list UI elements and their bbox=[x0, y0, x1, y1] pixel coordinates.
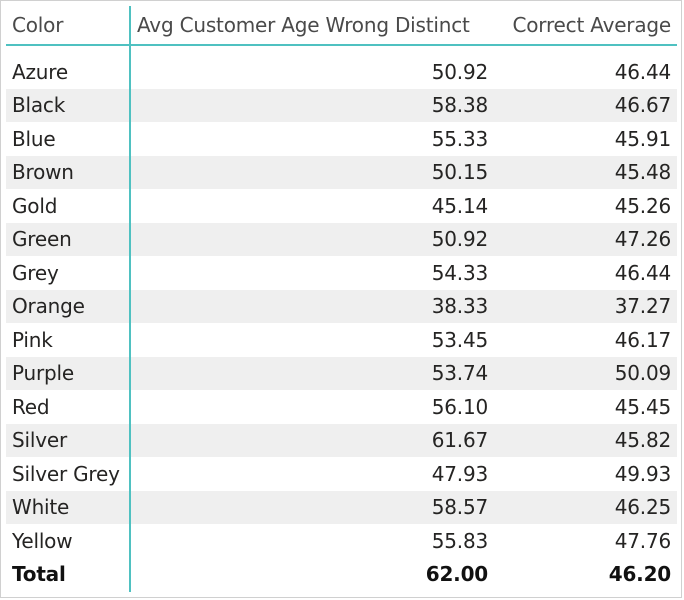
row-correct-value: 46.44 bbox=[614, 59, 671, 84]
row-wrong-value: 58.38 bbox=[431, 93, 488, 118]
row-correct-value: 37.27 bbox=[614, 294, 671, 319]
row-wrong-value: 53.45 bbox=[431, 327, 488, 352]
row-wrong-value: 50.15 bbox=[431, 160, 488, 185]
row-color-label: Black bbox=[12, 93, 66, 118]
table-row: White 58.57 46.25 bbox=[6, 490, 677, 524]
row-correct-value: 45.26 bbox=[614, 193, 671, 218]
row-correct-value: 45.48 bbox=[614, 160, 671, 185]
row-color-label: Orange bbox=[12, 294, 85, 319]
row-color-label: White bbox=[12, 495, 70, 520]
row-correct-value: 46.67 bbox=[614, 93, 671, 118]
matrix-table: Color Avg Customer Age Wrong Distinct Co… bbox=[6, 6, 677, 591]
row-color-label: Pink bbox=[12, 327, 53, 352]
table-row: Silver 61.67 45.82 bbox=[6, 423, 677, 457]
row-correct-value: 46.17 bbox=[614, 327, 671, 352]
row-wrong-value: 45.14 bbox=[431, 193, 488, 218]
row-correct-value: 49.93 bbox=[614, 461, 671, 486]
table-row: Pink 53.45 46.17 bbox=[6, 323, 677, 357]
row-correct-value: 47.26 bbox=[614, 227, 671, 252]
row-correct-value: 45.91 bbox=[614, 126, 671, 151]
total-row: Total 62.00 46.20 bbox=[6, 558, 677, 592]
row-wrong-value: 56.10 bbox=[431, 394, 488, 419]
table-row: Brown 50.15 45.48 bbox=[6, 155, 677, 189]
row-color-label: Gold bbox=[12, 193, 58, 218]
row-wrong-value: 50.92 bbox=[431, 227, 488, 252]
table-row: Grey 54.33 46.44 bbox=[6, 256, 677, 290]
row-wrong-value: 54.33 bbox=[431, 260, 488, 285]
row-color-label: Silver Grey bbox=[12, 461, 120, 486]
row-correct-value: 45.45 bbox=[614, 394, 671, 419]
row-correct-value: 45.82 bbox=[614, 428, 671, 453]
row-color-label: Blue bbox=[12, 126, 56, 151]
row-color-label: Yellow bbox=[12, 528, 73, 553]
row-correct-value: 46.44 bbox=[614, 260, 671, 285]
table-row: Azure 50.92 46.44 bbox=[6, 55, 677, 89]
row-color-label: Silver bbox=[12, 428, 67, 453]
column-divider-line bbox=[129, 6, 131, 592]
row-color-label: Green bbox=[12, 227, 72, 252]
column-header-correct-average[interactable]: Correct Average bbox=[512, 13, 672, 37]
total-label: Total bbox=[12, 562, 66, 587]
row-wrong-value: 55.83 bbox=[431, 528, 488, 553]
row-color-label: Purple bbox=[12, 361, 74, 386]
row-wrong-value: 50.92 bbox=[431, 59, 488, 84]
row-correct-value: 50.09 bbox=[614, 361, 671, 386]
row-color-label: Azure bbox=[12, 59, 68, 84]
row-color-label: Grey bbox=[12, 260, 59, 285]
row-wrong-value: 53.74 bbox=[431, 361, 488, 386]
row-wrong-value: 55.33 bbox=[431, 126, 488, 151]
table-row: Green 50.92 47.26 bbox=[6, 222, 677, 256]
total-correct-value: 46.20 bbox=[608, 562, 671, 587]
table-row: Gold 45.14 45.26 bbox=[6, 189, 677, 223]
row-correct-value: 46.25 bbox=[614, 495, 671, 520]
header-spacer bbox=[6, 46, 677, 55]
row-correct-value: 47.76 bbox=[614, 528, 671, 553]
column-header-color[interactable]: Color bbox=[12, 13, 64, 37]
table-row: Black 58.38 46.67 bbox=[6, 88, 677, 122]
total-wrong-value: 62.00 bbox=[425, 562, 488, 587]
row-wrong-value: 38.33 bbox=[431, 294, 488, 319]
header-row: Color Avg Customer Age Wrong Distinct Co… bbox=[6, 6, 677, 46]
table-row: Red 56.10 45.45 bbox=[6, 390, 677, 424]
row-wrong-value: 47.93 bbox=[431, 461, 488, 486]
table-row: Blue 55.33 45.91 bbox=[6, 122, 677, 156]
row-color-label: Brown bbox=[12, 160, 74, 185]
table-row: Yellow 55.83 47.76 bbox=[6, 524, 677, 558]
table-row: Purple 53.74 50.09 bbox=[6, 356, 677, 390]
row-wrong-value: 58.57 bbox=[431, 495, 488, 520]
table-row: Silver Grey 47.93 49.93 bbox=[6, 457, 677, 491]
table-body: Azure 50.92 46.44 Black 58.38 46.67 Blue… bbox=[6, 55, 677, 591]
column-header-wrong-distinct[interactable]: Avg Customer Age Wrong Distinct bbox=[137, 13, 470, 37]
row-wrong-value: 61.67 bbox=[431, 428, 488, 453]
row-color-label: Red bbox=[12, 394, 50, 419]
table-row: Orange 38.33 37.27 bbox=[6, 289, 677, 323]
